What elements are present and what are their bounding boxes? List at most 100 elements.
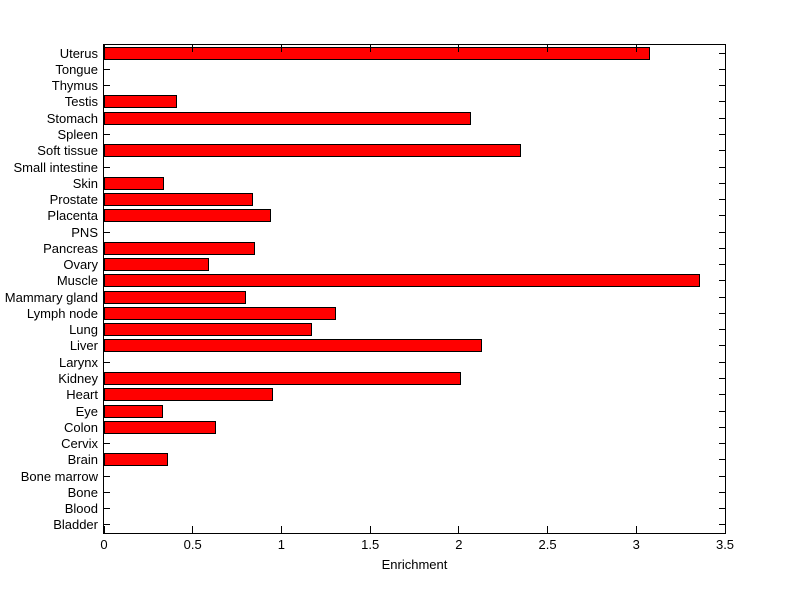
y-axis-tick bbox=[104, 166, 110, 168]
y-axis-tick bbox=[719, 117, 725, 119]
y-tick-label: Muscle bbox=[56, 273, 98, 289]
y-axis-tick bbox=[104, 443, 110, 445]
x-axis-tick bbox=[192, 526, 194, 533]
y-tick-label: Placenta bbox=[47, 208, 98, 224]
x-axis-tick bbox=[280, 526, 282, 533]
y-axis-tick bbox=[719, 410, 725, 412]
y-axis-tick bbox=[719, 296, 725, 298]
y-axis-tick bbox=[719, 264, 725, 266]
y-axis-tick bbox=[104, 361, 110, 363]
bar-uterus bbox=[104, 46, 651, 60]
y-tick-label: Lymph node bbox=[26, 305, 98, 321]
y-axis-tick bbox=[719, 280, 725, 282]
y-axis-tick bbox=[719, 182, 725, 184]
bar-kidney bbox=[104, 371, 461, 385]
x-tick-label: 3 bbox=[632, 537, 640, 552]
bar-testis bbox=[104, 95, 177, 109]
bar-mammary-gland bbox=[104, 290, 246, 304]
y-tick-label: Brain bbox=[67, 452, 98, 468]
y-tick-label: Colon bbox=[64, 419, 98, 435]
x-axis-tick bbox=[547, 526, 549, 533]
y-axis-tick bbox=[104, 85, 110, 87]
bar-placenta bbox=[104, 209, 271, 223]
y-tick-label: Thymus bbox=[51, 78, 98, 94]
x-tick-label: 0 bbox=[100, 537, 108, 552]
y-axis-tick bbox=[719, 491, 725, 493]
y-axis-tick bbox=[719, 426, 725, 428]
x-axis-tick bbox=[635, 526, 637, 533]
y-axis-tick bbox=[719, 329, 725, 331]
x-axis-tick bbox=[192, 45, 194, 52]
y-axis-tick bbox=[719, 394, 725, 396]
y-tick-label: Eye bbox=[75, 403, 98, 419]
bar-prostate bbox=[104, 193, 254, 207]
y-tick-label: Cervix bbox=[61, 436, 98, 452]
x-axis-tick bbox=[635, 45, 637, 52]
x-axis-tick bbox=[369, 526, 371, 533]
y-axis-tick bbox=[719, 459, 725, 461]
y-tick-label: Heart bbox=[66, 387, 98, 403]
bar-lymph-node bbox=[104, 306, 337, 320]
y-tick-label: Spleen bbox=[57, 126, 98, 142]
y-tick-label: Prostate bbox=[49, 192, 98, 208]
y-tick-label: Soft tissue bbox=[37, 143, 98, 159]
y-axis-tick bbox=[719, 231, 725, 233]
x-axis-title: Enrichment bbox=[381, 557, 448, 572]
y-tick-label: Testis bbox=[64, 94, 98, 110]
x-axis-tick bbox=[724, 45, 726, 52]
y-axis-tick bbox=[719, 361, 725, 363]
y-tick-label: Stomach bbox=[46, 110, 98, 126]
y-axis-tick bbox=[719, 345, 725, 347]
y-axis-tick bbox=[719, 101, 725, 103]
bar-eye bbox=[104, 404, 163, 418]
y-tick-label: Larynx bbox=[58, 354, 98, 370]
y-axis-tick bbox=[719, 247, 725, 249]
bar-muscle bbox=[104, 274, 701, 288]
y-tick-label: Skin bbox=[72, 175, 98, 191]
x-axis-tick bbox=[103, 526, 105, 533]
plot-area bbox=[103, 44, 726, 534]
y-tick-label: Bone bbox=[67, 484, 98, 500]
bar-stomach bbox=[104, 111, 472, 125]
y-axis-tick bbox=[719, 150, 725, 152]
y-axis-tick bbox=[104, 491, 110, 493]
x-axis-tick bbox=[724, 526, 726, 533]
bar-lung bbox=[104, 323, 312, 337]
y-tick-label: Ovary bbox=[63, 257, 98, 273]
x-tick-label: 1.5 bbox=[361, 537, 380, 552]
bar-heart bbox=[104, 388, 273, 402]
y-tick-label: Uterus bbox=[59, 45, 98, 61]
x-axis-tick bbox=[103, 45, 105, 52]
x-axis-tick bbox=[369, 45, 371, 52]
y-axis-tick bbox=[719, 377, 725, 379]
y-axis-tick bbox=[104, 524, 110, 526]
x-axis-tick bbox=[547, 45, 549, 52]
bar-liver bbox=[104, 339, 482, 353]
x-axis-labels: 0 0.5 1 1.5 2 2.5 3 3.5 bbox=[100, 537, 734, 554]
x-tick-label: 0.5 bbox=[183, 537, 202, 552]
x-axis-tick bbox=[458, 526, 460, 533]
y-axis-tick bbox=[719, 85, 725, 87]
bar-soft-tissue bbox=[104, 144, 521, 158]
y-axis-tick bbox=[719, 215, 725, 217]
x-tick-label: 3.5 bbox=[715, 537, 735, 552]
y-axis-labels: Uterus Tongue Thymus Testis Stomach Spleen Sof… bbox=[0, 44, 98, 534]
bar-brain bbox=[104, 453, 168, 467]
y-tick-label: Liver bbox=[69, 338, 98, 354]
y-axis-tick bbox=[719, 312, 725, 314]
y-axis-tick bbox=[104, 133, 110, 135]
bar-pancreas bbox=[104, 241, 255, 255]
y-tick-label: Bladder bbox=[53, 517, 98, 533]
y-tick-label: Bone marrow bbox=[20, 468, 98, 484]
y-axis-tick bbox=[719, 508, 725, 510]
y-axis-tick bbox=[104, 508, 110, 510]
x-tick-label: 2.5 bbox=[538, 537, 557, 552]
y-axis-tick bbox=[104, 68, 110, 70]
y-tick-label: Tongue bbox=[55, 61, 98, 77]
y-axis-tick bbox=[719, 52, 725, 54]
y-tick-label: Mammary gland bbox=[4, 289, 98, 305]
y-axis-tick bbox=[719, 199, 725, 201]
bar-skin bbox=[104, 176, 165, 190]
x-tick-label: 2 bbox=[455, 537, 463, 552]
